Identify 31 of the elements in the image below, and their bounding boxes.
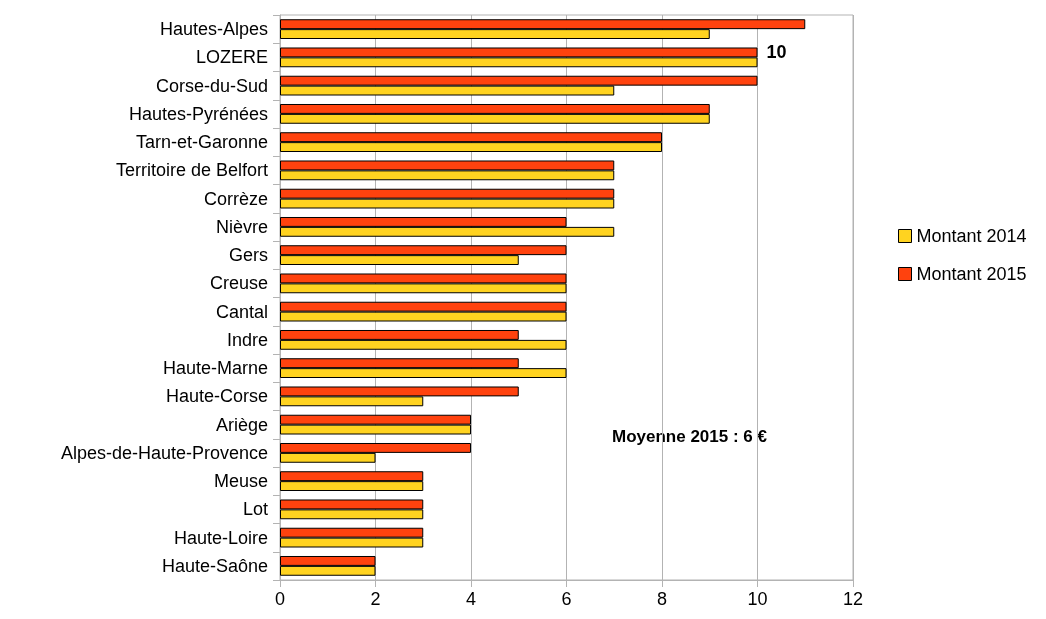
x-tick-label: 10 — [747, 589, 768, 609]
y-tick-label: Ariège — [215, 414, 268, 435]
y-tick-label: Cantal — [215, 301, 268, 322]
y-tick-label: Hautes-Alpes — [159, 19, 268, 40]
y-tick-label: Haute-Corse — [165, 386, 268, 407]
annotation: Moyenne 2015 : 6 € — [612, 427, 768, 446]
y-tick-label: Haute-Marne — [162, 358, 268, 379]
legend-label: Montant 2014 — [916, 226, 1027, 246]
y-tick-label: Haute-Saône — [161, 555, 268, 576]
x-tick-label: 0 — [274, 589, 286, 609]
y-tick-label: Indre — [226, 329, 268, 350]
y-tick-label: Meuse — [213, 471, 268, 492]
y-tick-label: Lot — [242, 499, 268, 520]
x-tick-label: 12 — [842, 589, 864, 609]
y-tick-label: Hautes-Pyrénées — [128, 103, 268, 124]
y-tick-label: Corrèze — [203, 188, 268, 209]
y-tick-label: Territoire de Belfort — [115, 160, 268, 181]
legend-label: Montant 2015 — [916, 264, 1027, 284]
x-tick-label: 2 — [370, 589, 381, 609]
y-tick-label: Haute-Loire — [173, 527, 268, 548]
y-tick-label: Nièvre — [215, 216, 268, 237]
y-tick-label: Tarn-et-Garonne — [135, 132, 268, 153]
y-tick-label: LOZERE — [195, 47, 268, 68]
x-tick-label: 8 — [656, 589, 668, 609]
x-tick-label: 6 — [561, 589, 572, 609]
y-tick-label: Creuse — [209, 273, 268, 294]
annotation: 10 — [766, 42, 787, 63]
y-tick-label: Corse-du-Sud — [155, 75, 268, 96]
y-tick-label: Alpes-de-Haute-Provence — [60, 442, 268, 463]
x-tick-label: 4 — [465, 589, 477, 609]
y-tick-label: Gers — [228, 245, 268, 266]
